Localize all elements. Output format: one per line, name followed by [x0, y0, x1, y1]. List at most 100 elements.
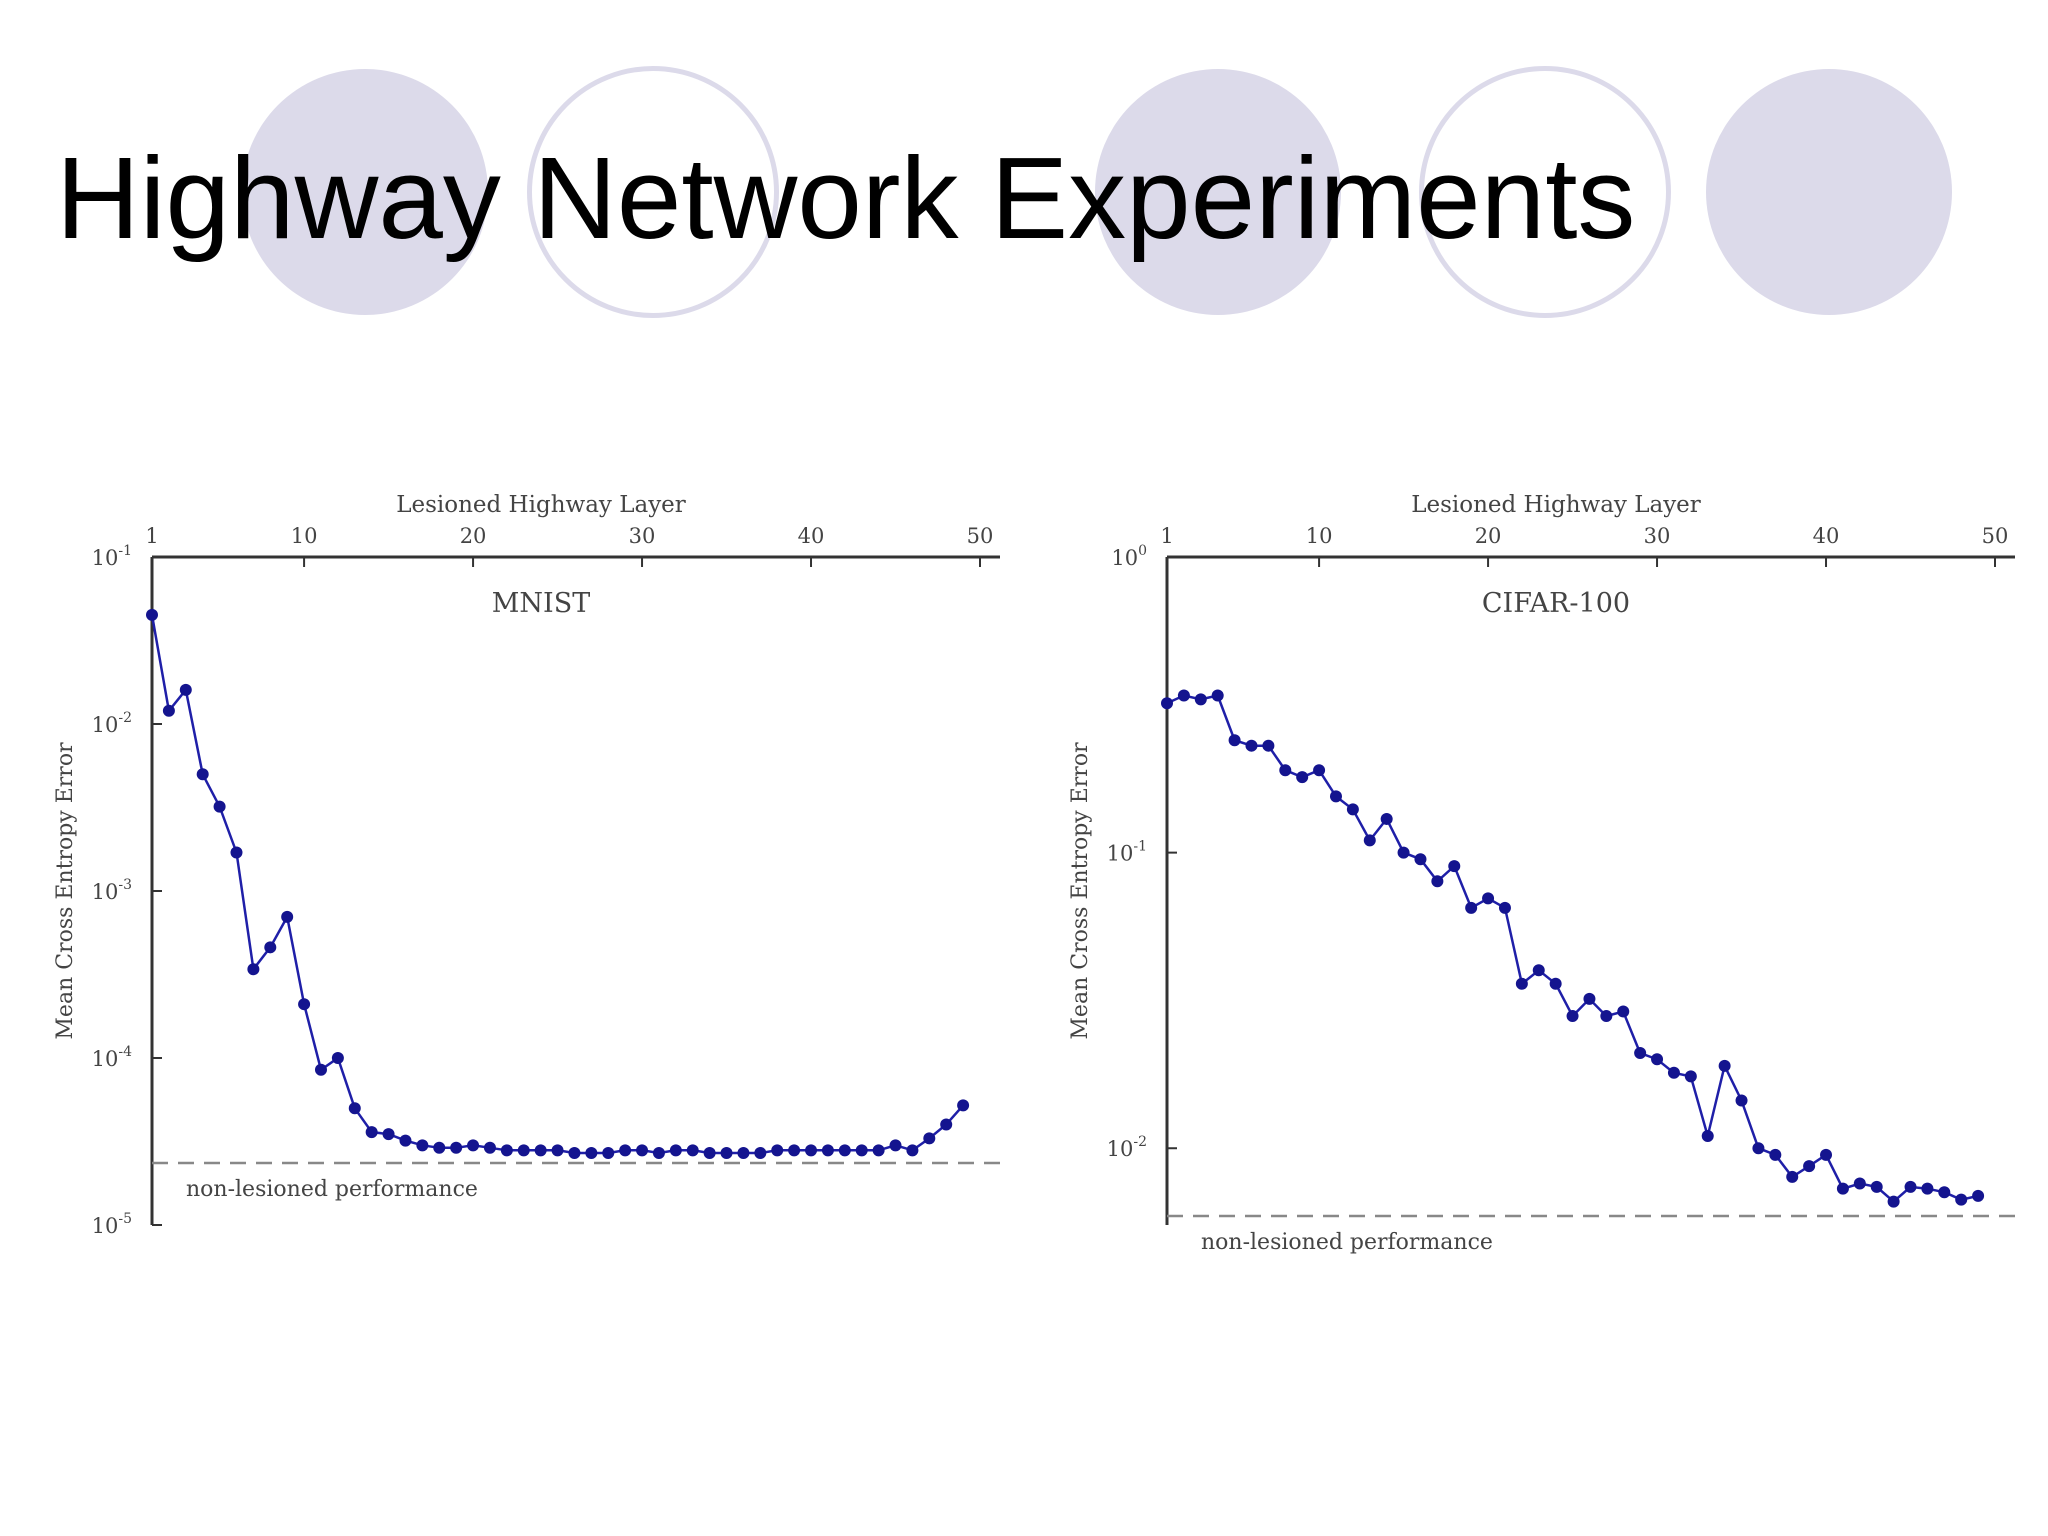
x-tick-label: 1: [145, 524, 158, 548]
data-point: [1955, 1193, 1968, 1206]
data-point: [1329, 790, 1342, 803]
data-point: [1228, 734, 1241, 747]
data-point: [737, 1146, 750, 1159]
data-point: [602, 1146, 615, 1159]
data-point: [1211, 689, 1224, 702]
x-tick-label: 1: [1160, 524, 1173, 548]
chart-panel-mnist: 1 10 20 30 40 50 10-1 10-2 10-3 10-4 10-5 Lesioned …: [40, 480, 1020, 1260]
data-point: [1245, 739, 1258, 752]
data-point: [568, 1146, 581, 1159]
x-tick-label: 50: [1982, 524, 2009, 548]
y-tick-label: 10-2: [1107, 1134, 1147, 1161]
data-point: [1194, 693, 1207, 706]
data-point: [1972, 1189, 1985, 1202]
mnist-chart: 1 10 20 30 40 5010-110-210-310-410-5Lesioned …: [53, 492, 1000, 1238]
data-point: [1887, 1195, 1900, 1208]
data-point: [1397, 846, 1410, 859]
y-tick-base: 10: [92, 713, 119, 737]
data-point: [331, 1052, 344, 1064]
data-point: [872, 1144, 885, 1157]
data-point: [1820, 1148, 1833, 1161]
decorative-ring-2: [1419, 66, 1671, 318]
data-point: [1752, 1142, 1765, 1155]
y-tick-base: 10: [92, 1214, 119, 1238]
x-tick-label: 10: [1306, 524, 1333, 548]
data-point: [1921, 1182, 1934, 1195]
data-point: [179, 683, 192, 696]
data-point: [1363, 834, 1376, 847]
data-point: [382, 1128, 395, 1141]
x-tick-label: 30: [1644, 524, 1671, 548]
y-tick-label: 10-3: [92, 877, 132, 904]
data-point: [1938, 1186, 1951, 1199]
data-point: [1853, 1177, 1866, 1190]
y-tick-exponent: -4: [118, 1044, 132, 1060]
data-point: [1566, 1010, 1579, 1023]
data-point: [1262, 739, 1275, 752]
x-tick-label: 40: [798, 524, 825, 548]
data-point: [1617, 1005, 1630, 1018]
y-tick-base: 10: [1107, 1137, 1134, 1161]
y-axis-label: Mean Cross Entropy Error: [1068, 742, 1093, 1040]
data-point: [957, 1099, 970, 1112]
data-point: [1786, 1170, 1799, 1183]
data-point: [619, 1144, 632, 1157]
x-tick-label: 20: [460, 524, 487, 548]
decorative-circle-1: [242, 69, 488, 315]
data-point: [399, 1134, 412, 1147]
x-tick-label: 30: [629, 524, 656, 548]
y-tick-label: 10-4: [92, 1044, 132, 1071]
data-point: [805, 1144, 818, 1157]
data-point: [551, 1144, 564, 1157]
data-point: [754, 1146, 767, 1159]
chart-title: CIFAR-100: [1482, 588, 1630, 619]
y-tick-base: 10: [1107, 842, 1134, 866]
data-point: [196, 768, 209, 781]
data-point: [281, 910, 294, 923]
data-point: [1380, 812, 1393, 825]
y-tick-exponent: -2: [118, 710, 132, 726]
data-point: [517, 1144, 530, 1157]
y-tick-label: 10-5: [92, 1211, 132, 1238]
reference-line-label: non-lesioned performance: [186, 1177, 478, 1202]
data-point: [1600, 1010, 1613, 1023]
data-point: [264, 941, 277, 954]
data-point: [1735, 1094, 1748, 1107]
y-tick-label: 10-1: [92, 543, 132, 570]
y-tick-base: 10: [1111, 546, 1138, 570]
data-point: [1701, 1130, 1714, 1143]
chart-panel-cifar: 1 10 20 30 40 50 100 10-1 10-2 Lesioned Highway L…: [1055, 480, 2035, 1260]
y-tick-label: 10-1: [1107, 839, 1147, 866]
data-point: [1684, 1070, 1697, 1083]
data-point: [162, 704, 175, 717]
data-point: [821, 1144, 834, 1157]
reference-line-label: non-lesioned performance: [1201, 1230, 1493, 1255]
data-point: [416, 1139, 429, 1152]
y-tick-label: 100: [1111, 543, 1147, 570]
y-tick-exponent: -5: [118, 1211, 132, 1227]
data-point: [1177, 689, 1190, 702]
data-point: [1313, 764, 1326, 777]
x-tick-label: 20: [1475, 524, 1502, 548]
y-tick-exponent: -2: [1133, 1134, 1147, 1150]
data-point: [1667, 1066, 1680, 1079]
x-axis-label: Lesioned Highway Layer: [1411, 492, 1701, 518]
data-point: [1515, 977, 1528, 990]
data-point: [771, 1144, 784, 1157]
data-point: [230, 846, 243, 859]
data-point: [450, 1141, 463, 1154]
data-point: [1769, 1148, 1782, 1161]
data-point: [652, 1146, 665, 1159]
y-tick-base: 10: [92, 1047, 119, 1071]
x-axis-label: Lesioned Highway Layer: [396, 492, 686, 518]
data-point: [1651, 1053, 1664, 1066]
decorative-circle-3: [1706, 69, 1952, 315]
data-point: [1904, 1180, 1917, 1193]
data-point: [906, 1144, 919, 1157]
data-point: [1634, 1046, 1647, 1059]
chart-title: MNIST: [492, 588, 590, 619]
y-tick-base: 10: [92, 546, 119, 570]
data-point: [1465, 901, 1478, 914]
data-point: [1448, 860, 1461, 873]
